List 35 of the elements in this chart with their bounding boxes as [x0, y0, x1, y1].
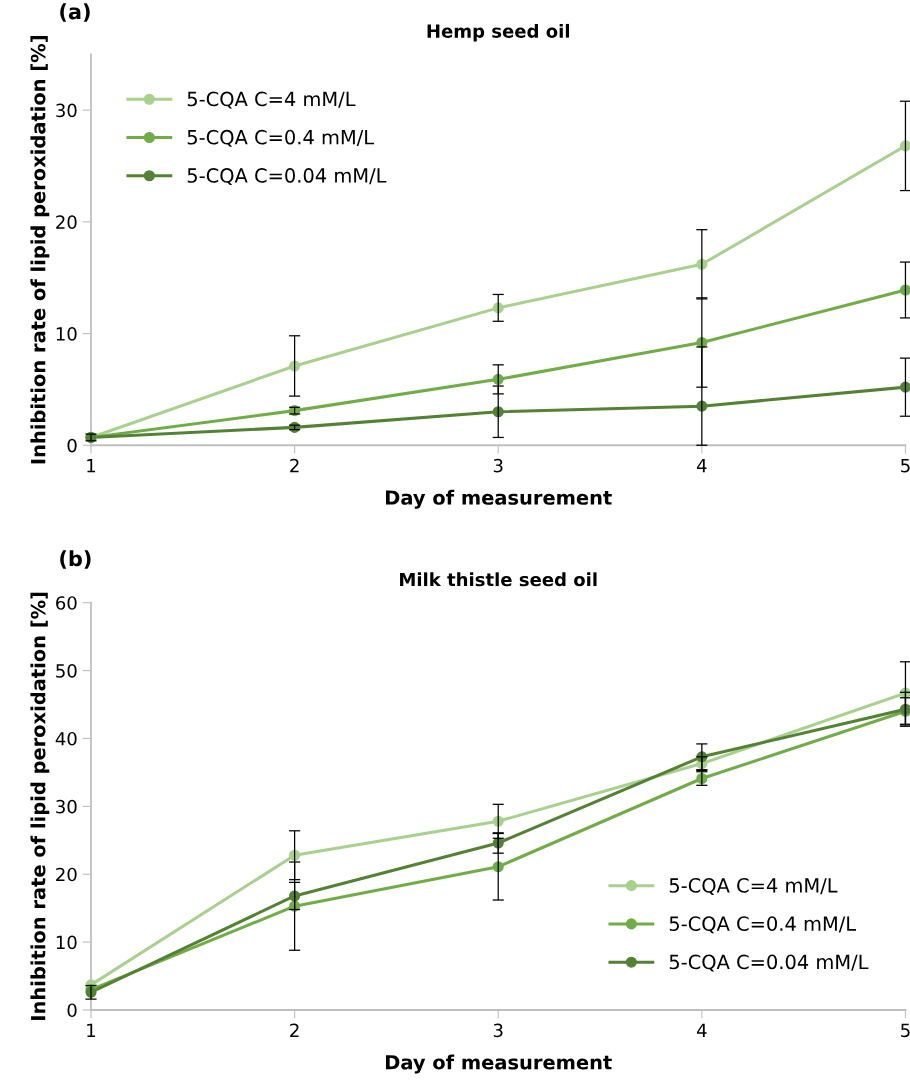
chart-title: Milk thistle seed oil: [400, 572, 597, 587]
legend-label: 5-CQA C=0.4 mM/L: [187, 129, 374, 147]
legend-label: 5-CQA C=4 mM/L: [187, 91, 356, 109]
y-tick-label: 20: [56, 215, 77, 229]
x-tick-label: 4: [696, 1023, 707, 1037]
y-tick-label: 0: [67, 1003, 77, 1018]
legend-label: 5-CQA C=0.04 mM/L: [669, 954, 869, 972]
y-tick-label: 40: [55, 731, 77, 746]
text: (a): [60, 3, 90, 22]
legend-label: 5-CQA C=0.04 mM/L: [187, 168, 387, 186]
x-tick-label: 2: [290, 458, 299, 473]
x-axis-title: Day of measurement: [385, 489, 612, 509]
y-tick-label: 10: [56, 327, 77, 341]
x-tick-label: 1: [87, 459, 96, 473]
x-tick-label: 1: [87, 1023, 96, 1037]
x-axis-title: Day of measurement: [385, 1054, 612, 1074]
legend-label: 5-CQA C=0.4 mM/L: [669, 916, 857, 934]
y-tick-label: 50: [56, 664, 77, 678]
y-tick-label: 60: [56, 596, 77, 610]
legend-label: 5-CQA C=4 mM/L: [669, 878, 838, 895]
x-tick-label: 5: [901, 459, 910, 473]
y-axis-title: Inhibition rate of lipid peroxidation [%]: [30, 592, 50, 1020]
y-tick-label: 30: [56, 799, 77, 814]
text: (b): [60, 550, 91, 569]
y-tick-label: 30: [56, 103, 77, 118]
x-tick-label: 3: [493, 458, 503, 473]
chart-title: Hemp seed oil: [427, 23, 570, 42]
x-tick-label: 4: [696, 459, 707, 473]
y-axis-title: Inhibition rate of lipid peroxidation [%]: [30, 36, 50, 464]
x-tick-label: 2: [290, 1023, 299, 1037]
y-tick-label: 0: [67, 438, 77, 453]
x-tick-label: 3: [493, 1023, 503, 1038]
y-tick-label: 10: [56, 935, 77, 950]
x-tick-label: 5: [901, 1023, 910, 1038]
y-tick-label: 20: [56, 867, 77, 882]
